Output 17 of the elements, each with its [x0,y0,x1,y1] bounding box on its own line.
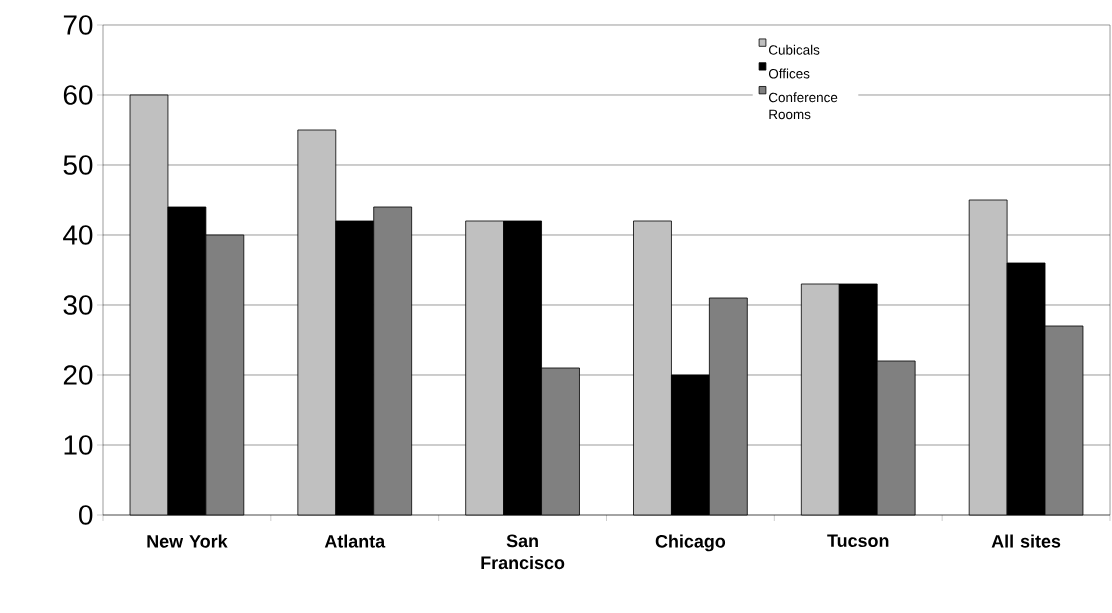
x-tick-label: Chicago [655,534,726,552]
y-tick-label: 10 [64,435,93,455]
x-tick-label: All sites [991,534,1061,548]
y-tick-label: 70 [63,15,93,35]
legend-label: Conference Rooms [768,92,838,120]
y-tick-label: 40 [63,225,93,245]
x-tick-label: Atlanta [324,534,386,548]
x-tick-label: Tucson [827,534,889,548]
y-tick-label: 60 [63,85,93,105]
y-tick-label: 0 [79,505,93,525]
legend-label: Cubicals [768,44,820,55]
legend-label: Offices [768,68,810,79]
y-tick-label: 30 [63,295,93,315]
x-tick-label: San Francisco [481,534,565,570]
y-tick-label: 50 [63,155,93,175]
y-tick-label: 20 [63,365,93,385]
x-tick-label: New York [147,534,228,548]
